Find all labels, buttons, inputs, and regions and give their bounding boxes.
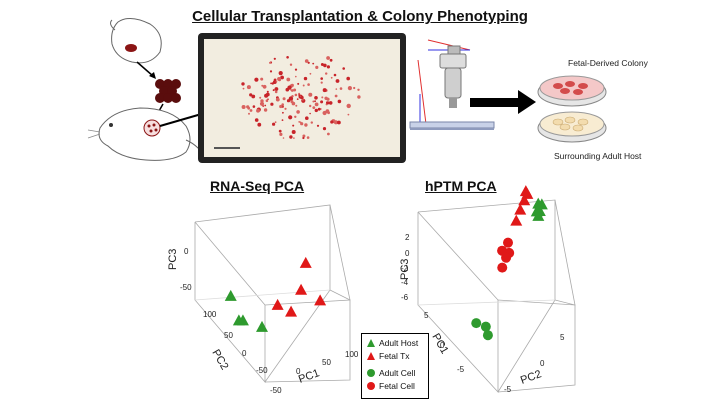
hptm-point-adult-cell-0 [480,321,491,332]
rna-pc1-tick-label: 50 [322,358,331,367]
hptm-point-adult-cell-1 [471,318,482,329]
adult-mouse-icon [87,107,207,161]
green-circle-icon [367,369,375,377]
hptm-pca-box [417,199,576,394]
rna-point-fetal-tx-3 [285,305,298,317]
legend-item-fetal-cell: Fetal Cell [366,381,415,391]
hptm-point-fetal-cell-2 [497,245,508,256]
hptm-pc1-tick-label: -5 [457,365,465,374]
histology-monitor [198,33,406,163]
rna-point-adult-host-3 [232,314,245,326]
rna-point-adult-host-0 [224,289,237,301]
hptm-point-fetal-cell-3 [503,237,513,248]
hptm-point-adult-host-2 [530,205,543,217]
process-arrow [470,90,536,114]
rna-pc1-tick-label: 100 [345,350,359,359]
green-triangle-icon [367,339,375,347]
adult-host-label: Surrounding Adult Host [554,151,642,161]
rna-point-fetal-tx-0 [299,256,312,268]
rna-pc3-tick-label: -50 [180,283,192,292]
hptm-point-fetal-tx-4 [510,214,523,226]
hptm-pc1-tick-label: 5 [424,311,429,320]
hptm-pc3-axis-label: PC3 [399,259,411,280]
rna-point-fetal-tx-2 [314,294,327,306]
rna-seq-pca-box [194,204,351,384]
hptm-point-fetal-tx-3 [514,203,527,215]
rna-pc1-tick-label: 0 [296,367,301,376]
fetal-colony-label: Fetal-Derived Colony [568,58,648,68]
fetal-cell-cluster-icon [155,79,181,103]
rna-point-adult-host-2 [256,320,268,332]
red-circle-icon [367,382,375,390]
adult-host-dish-icon [537,111,607,143]
main-title: Cellular Transplantation & Colony Phenot… [192,8,528,25]
hptm-pca-title: hPTM PCA [425,178,497,194]
rna-point-fetal-tx-1 [295,283,308,295]
rna-seq-pca-title: RNA-Seq PCA [210,178,305,194]
legend-item-adult-cell: Adult Cell [366,368,415,378]
rna-pc3-tick-label: 0 [184,247,189,256]
fetal-colony-dish-icon [537,75,607,107]
microscope-icon [409,39,495,130]
rna-pc1-axis-label: PC1 [297,367,321,386]
hptm-pc2-tick-label: -5 [504,385,512,394]
rna-point-fetal-tx-4 [271,298,284,310]
legend-item-fetal-tx: Fetal Tx [366,351,410,361]
rna-pc2-tick-label: 0 [242,349,247,358]
hptm-pc3-tick-label: -6 [401,293,409,302]
fetal-mouse-icon [110,18,162,64]
rna-pc2-tick-label: -50 [256,366,268,375]
rna-pc2-tick-label: 50 [224,331,233,340]
red-triangle-icon [367,352,375,360]
hptm-pc2-axis-label: PC2 [519,368,543,387]
hptm-pc2-tick-label: 5 [560,333,565,342]
hptm-pc3-tick-label: -4 [401,278,409,287]
rna-pc2-axis-label: PC2 [209,348,230,373]
hptm-pc3-tick-label: 0 [405,249,410,258]
hptm-pc2-tick-label: 0 [540,359,545,368]
hptm-pc3-tick-label: -2 [401,264,409,273]
hptm-point-adult-host-4 [535,198,548,210]
rna-pc3-axis-label: PC3 [167,249,179,270]
hptm-point-fetal-cell-4 [497,262,508,273]
hptm-point-fetal-tx-2 [518,194,531,206]
hptm-pc1-axis-label: PC1 [429,332,450,357]
legend-item-adult-host: Adult Host [366,338,418,348]
rna-pc2-tick-label: 100 [203,310,217,319]
rna-pc1-tick-label: -50 [270,386,282,395]
hptm-pc3-tick-label: 2 [405,233,410,242]
hptm-pc1-tick-label: 0 [440,341,445,350]
hptm-point-adult-cell-2 [482,330,493,341]
legend: Adult Host Fetal Tx Adult Cell Fetal Cel… [361,333,429,399]
